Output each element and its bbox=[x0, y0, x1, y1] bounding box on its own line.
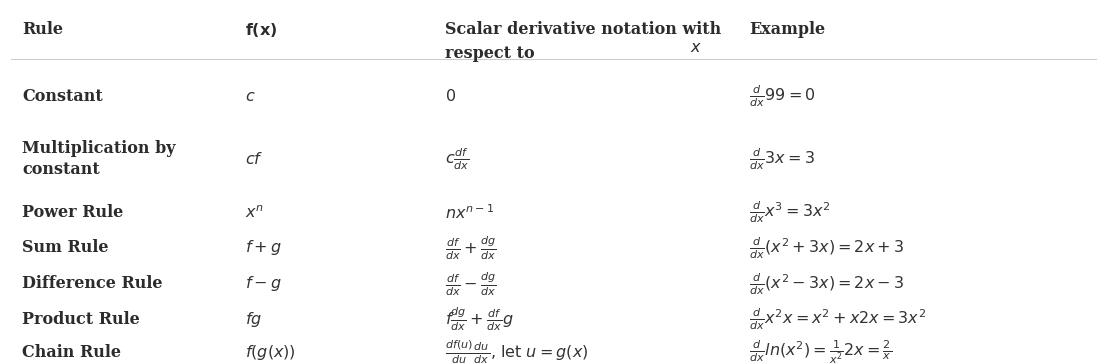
Text: Sum Rule: Sum Rule bbox=[22, 240, 109, 257]
Text: $x^n$: $x^n$ bbox=[245, 204, 264, 221]
Text: Example: Example bbox=[749, 21, 825, 39]
Text: Constant: Constant bbox=[22, 88, 103, 105]
Text: $nx^{n-1}$: $nx^{n-1}$ bbox=[445, 203, 494, 222]
Text: Chain Rule: Chain Rule bbox=[22, 344, 121, 361]
Text: $x$: $x$ bbox=[690, 40, 701, 55]
Text: $\frac{df}{dx} - \frac{dg}{dx}$: $\frac{df}{dx} - \frac{dg}{dx}$ bbox=[445, 270, 497, 298]
Text: $f\frac{dg}{dx} + \frac{df}{dx}g$: $f\frac{dg}{dx} + \frac{df}{dx}g$ bbox=[445, 305, 514, 333]
Text: Rule: Rule bbox=[22, 21, 63, 39]
Text: Scalar derivative notation with
respect to: Scalar derivative notation with respect … bbox=[445, 21, 721, 62]
Text: $f + g$: $f + g$ bbox=[245, 238, 281, 257]
Text: Multiplication by
constant: Multiplication by constant bbox=[22, 139, 175, 178]
Text: $0$: $0$ bbox=[445, 88, 456, 104]
Text: $\frac{d}{dx}x^3 = 3x^2$: $\frac{d}{dx}x^3 = 3x^2$ bbox=[749, 199, 831, 225]
Text: $fg$: $fg$ bbox=[245, 310, 261, 329]
Text: $\frac{d}{dx}(x^2 + 3x) = 2x + 3$: $\frac{d}{dx}(x^2 + 3x) = 2x + 3$ bbox=[749, 235, 904, 261]
Text: $\frac{d}{dx}ln(x^2) = \frac{1}{x^2}2x = \frac{2}{x}$: $\frac{d}{dx}ln(x^2) = \frac{1}{x^2}2x =… bbox=[749, 339, 893, 364]
Text: $\frac{d}{dx}(x^2 - 3x) = 2x - 3$: $\frac{d}{dx}(x^2 - 3x) = 2x - 3$ bbox=[749, 271, 904, 297]
Text: Difference Rule: Difference Rule bbox=[22, 275, 163, 292]
Text: $\frac{df}{dx} + \frac{dg}{dx}$: $\frac{df}{dx} + \frac{dg}{dx}$ bbox=[445, 234, 497, 262]
Text: $f(g(x))$: $f(g(x))$ bbox=[245, 343, 296, 362]
Text: $c\frac{df}{dx}$: $c\frac{df}{dx}$ bbox=[445, 146, 470, 172]
Text: $\mathbf{f(x)}$: $\mathbf{f(x)}$ bbox=[245, 21, 277, 39]
Text: $f - g$: $f - g$ bbox=[245, 274, 281, 293]
Text: $cf$: $cf$ bbox=[245, 151, 263, 167]
Text: Product Rule: Product Rule bbox=[22, 311, 140, 328]
Text: $\frac{d}{dx}x^2x = x^2 + x2x = 3x^2$: $\frac{d}{dx}x^2x = x^2 + x2x = 3x^2$ bbox=[749, 306, 926, 332]
Text: $\frac{d}{dx}99 = 0$: $\frac{d}{dx}99 = 0$ bbox=[749, 83, 817, 109]
Text: $\frac{d}{dx}3x = 3$: $\frac{d}{dx}3x = 3$ bbox=[749, 146, 815, 172]
Text: $c$: $c$ bbox=[245, 89, 255, 104]
Text: Power Rule: Power Rule bbox=[22, 204, 123, 221]
Text: $\frac{df(u)}{du}\frac{du}{dx}$, let $u = g(x)$: $\frac{df(u)}{du}\frac{du}{dx}$, let $u … bbox=[445, 339, 588, 364]
